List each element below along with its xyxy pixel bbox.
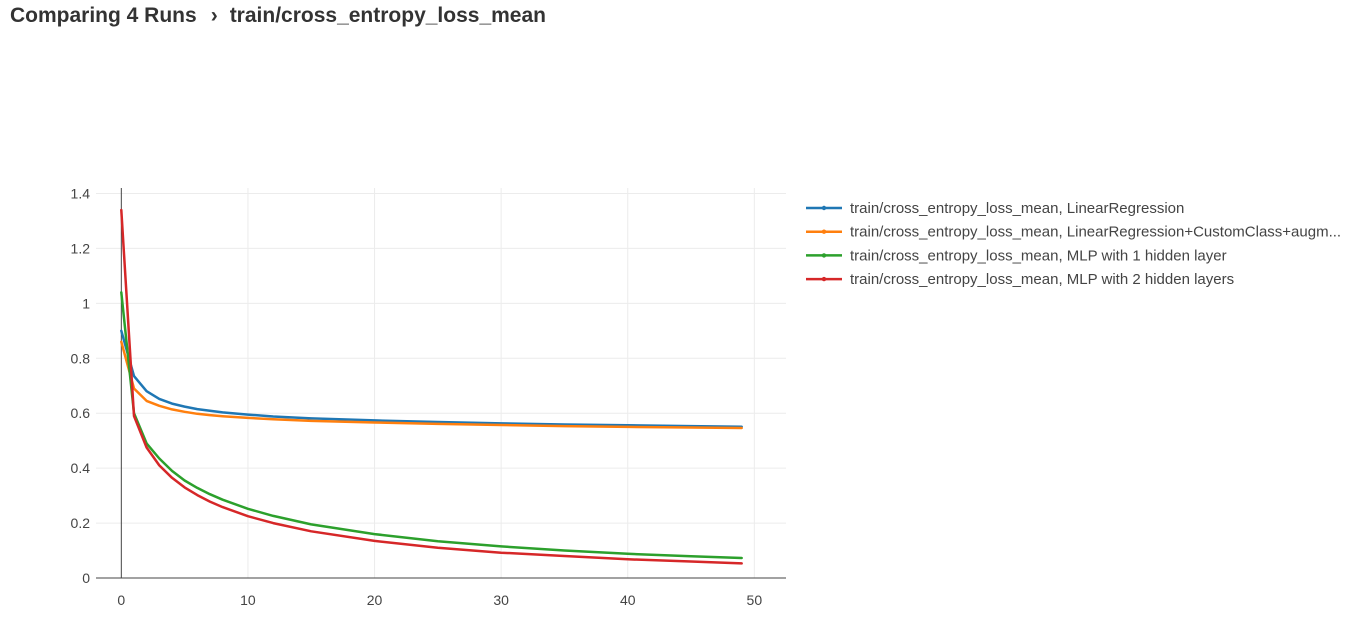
legend-item[interactable]: train/cross_entropy_loss_mean, MLP with … [806, 271, 1234, 288]
breadcrumb: Comparing 4 Runs › train/cross_entropy_l… [10, 4, 546, 28]
x-tick-label: 50 [747, 592, 763, 608]
x-tick-label: 30 [493, 592, 509, 608]
legend-item[interactable]: train/cross_entropy_loss_mean, LinearReg… [806, 224, 1341, 241]
y-tick-label: 0.4 [71, 460, 91, 476]
y-axis-tick-labels: 0 0.2 0.4 0.6 0.8 1 1.2 1.4 [71, 185, 91, 586]
legend-marker [821, 229, 827, 234]
legend-label: train/cross_entropy_loss_mean, LinearReg… [850, 200, 1184, 217]
page-title: train/cross_entropy_loss_mean [229, 4, 546, 27]
series-lines [120, 208, 743, 565]
y-tick-label: 0 [82, 570, 90, 586]
legend: train/cross_entropy_loss_mean, LinearReg… [806, 200, 1341, 288]
y-tick-label: 1 [82, 295, 90, 311]
chart-axes [96, 188, 786, 579]
series-line-3[interactable] [120, 291, 743, 560]
y-tick-label: 0.8 [71, 350, 91, 366]
legend-label: train/cross_entropy_loss_mean, LinearReg… [850, 224, 1341, 241]
legend-marker [821, 276, 827, 282]
series-line-2[interactable] [120, 340, 743, 430]
legend-marker [821, 205, 827, 211]
x-tick-label: 10 [240, 592, 256, 608]
legend-item[interactable]: train/cross_entropy_loss_mean, MLP with … [806, 247, 1227, 264]
series-line-4[interactable] [120, 208, 743, 565]
x-axis-tick-labels: 0 10 20 30 40 50 [117, 592, 762, 608]
x-tick-label: 20 [367, 592, 383, 608]
breadcrumb-comparing-runs-link[interactable]: Comparing 4 Runs [10, 4, 197, 27]
series-line-1[interactable] [120, 329, 743, 428]
y-tick-label: 0.6 [71, 405, 91, 421]
legend-label: train/cross_entropy_loss_mean, MLP with … [850, 271, 1234, 288]
y-tick-label: 1.2 [71, 240, 91, 256]
legend-label: train/cross_entropy_loss_mean, MLP with … [850, 247, 1227, 264]
legend-marker [821, 253, 827, 258]
x-tick-label: 0 [117, 592, 125, 608]
legend-item[interactable]: train/cross_entropy_loss_mean, LinearReg… [806, 200, 1184, 217]
chevron-right-icon: › [210, 4, 218, 27]
y-tick-label: 1.4 [71, 185, 91, 201]
y-tick-label: 0.2 [71, 515, 91, 531]
grid-lines [96, 188, 786, 578]
x-tick-label: 40 [620, 592, 636, 608]
